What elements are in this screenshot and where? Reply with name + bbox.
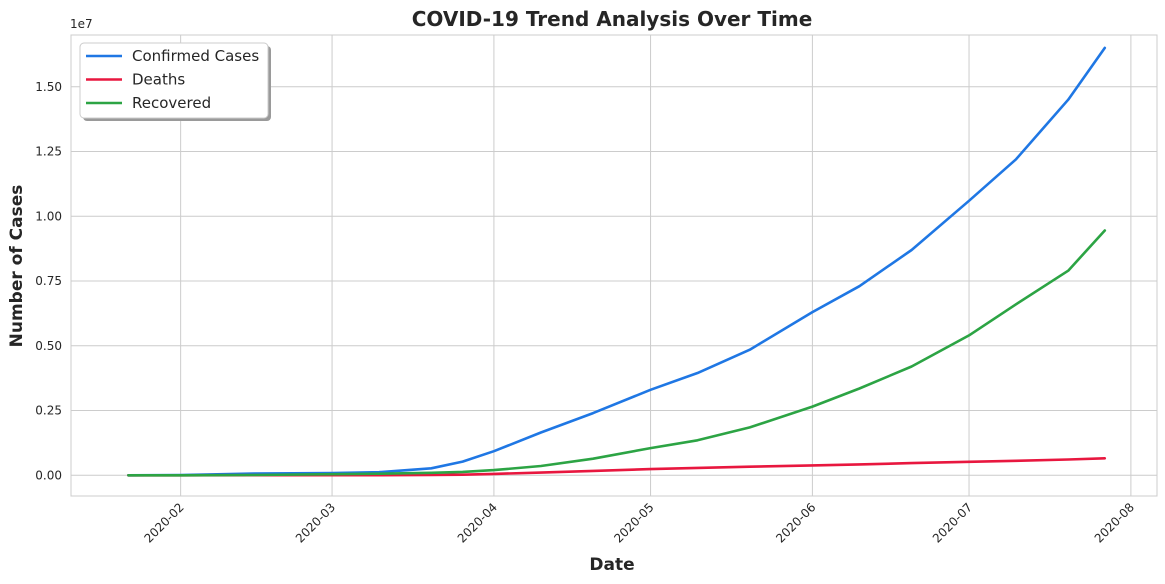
legend-entries: Confirmed Cases Deaths Recovered	[86, 47, 259, 112]
y-axis-ticks: 0.00 0.25 0.50 0.75 1.00 1.25 1.50	[35, 80, 62, 482]
chart-title: COVID-19 Trend Analysis Over Time	[412, 7, 813, 31]
y-tick-label: 0.50	[35, 339, 62, 353]
y-tick-label: 0.25	[35, 404, 62, 418]
y-axis-label: Number of Cases	[7, 185, 27, 348]
y-tick-label: 1.50	[35, 80, 62, 94]
y-tick-label: 1.00	[35, 209, 62, 223]
series-line	[127, 229, 1107, 477]
legend-label: Confirmed Cases	[132, 47, 259, 65]
plot-frame	[70, 34, 1158, 497]
series-layer	[127, 46, 1107, 477]
legend: Confirmed Cases Deaths Recovered	[79, 42, 271, 121]
legend-label: Recovered	[132, 94, 211, 112]
legend-box	[79, 42, 269, 119]
y-tick-label: 0.00	[35, 468, 62, 482]
y-tick-label: 1.25	[35, 145, 62, 159]
x-axis-label: Date	[589, 555, 634, 575]
y-offset-label: 1e7	[70, 17, 93, 31]
legend-label: Deaths	[132, 71, 185, 89]
y-tick-label: 0.75	[35, 274, 62, 288]
